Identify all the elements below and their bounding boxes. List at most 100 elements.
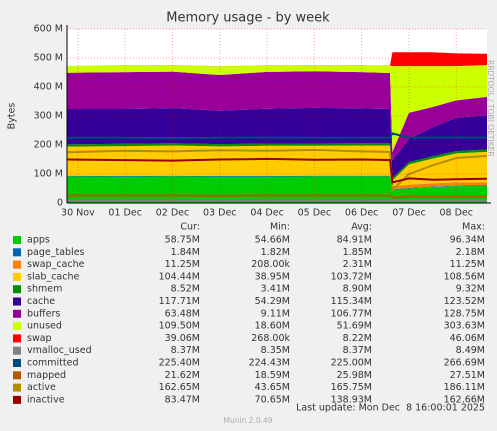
legend-avg: 8.90M — [343, 284, 372, 295]
legend-label: active — [27, 382, 56, 393]
legend-swatch — [13, 260, 21, 269]
legend-avg: 138.93M — [331, 394, 372, 405]
legend-cur: 117.71M — [159, 296, 200, 307]
legend-cur: 104.44M — [159, 271, 200, 282]
legend-label: shmem — [27, 284, 62, 295]
legend-avg: 84.91M — [337, 235, 372, 246]
legend-min: 3.41M — [261, 284, 290, 295]
x-tick-label: 03 Dec — [203, 208, 237, 219]
legend-max: 108.56M — [444, 271, 485, 282]
header: Avg: — [351, 222, 372, 233]
legend-swatch — [13, 248, 21, 257]
legend-label: unused — [27, 321, 62, 332]
area — [67, 52, 487, 67]
x-tick-label: 05 Dec — [298, 208, 332, 219]
y-tick-label: 500 M — [34, 53, 63, 64]
legend-cur: 1.84M — [171, 247, 200, 258]
chart-title: Memory usage - by week — [166, 11, 330, 26]
legend-cur: 11.25M — [165, 259, 200, 270]
legend-max: 186.11M — [444, 382, 485, 393]
area — [67, 145, 487, 187]
legend-cur: 162.65M — [159, 382, 200, 393]
legend-max: 8.49M — [456, 345, 485, 356]
legend-cur: 83.47M — [165, 394, 200, 405]
legend-avg: 25.98M — [337, 370, 372, 381]
legend-min: 70.65M — [255, 394, 290, 405]
legend-min: 43.65M — [255, 382, 290, 393]
y-tick-label: 300 M — [34, 111, 63, 122]
legend-cur: 225.40M — [159, 358, 200, 369]
y-axis-label: Bytes — [7, 103, 18, 130]
header: Max: — [462, 222, 485, 233]
legend-label: vmalloc_used — [27, 345, 92, 356]
legend-min: 224.43M — [249, 358, 290, 369]
line — [66, 148, 488, 193]
legend-swatch — [13, 371, 21, 380]
legend-avg: 165.75M — [331, 382, 372, 393]
y-tick-label: 400 M — [34, 82, 63, 93]
y-tick-label: 200 M — [34, 140, 63, 151]
legend-min: 18.60M — [255, 321, 290, 332]
legend-cur: 39.06M — [165, 333, 200, 344]
legend-label: buffers — [27, 308, 60, 319]
area — [67, 64, 487, 152]
legend-min: 268.00k — [251, 333, 290, 344]
legend-swatch — [13, 346, 21, 355]
legend-max: 266.69M — [444, 358, 485, 369]
x-tick-label: 02 Dec — [156, 208, 190, 219]
legend-min: 8.35M — [261, 345, 290, 356]
legend-max: 162.66M — [444, 394, 485, 405]
legend-avg: 1.85M — [343, 247, 372, 258]
legend-avg: 8.37M — [343, 345, 372, 356]
header: Min: — [270, 222, 290, 233]
legend-label: inactive — [27, 394, 65, 405]
legend-swatch — [13, 383, 21, 392]
legend-min: 1.82M — [261, 247, 290, 258]
legend-cur: 21.62M — [165, 370, 200, 381]
legend-swatch — [13, 309, 21, 318]
legend-label: slab_cache — [27, 271, 79, 282]
legend-avg: 8.22M — [343, 333, 372, 344]
legend-max: 128.75M — [444, 308, 485, 319]
legend-label: mapped — [27, 370, 66, 381]
y-tick-label: 0 — [57, 198, 63, 209]
legend-min: 18.59M — [255, 370, 290, 381]
legend-swatch — [13, 395, 21, 404]
legend-max: 2.18M — [456, 247, 485, 258]
legend-label: swap_cache — [27, 259, 85, 270]
legend-swatch — [13, 297, 21, 306]
x-tick-label: 06 Dec — [345, 208, 379, 219]
legend-swatch — [13, 334, 21, 343]
x-tick-label: 04 Dec — [250, 208, 284, 219]
legend-min: 9.11M — [261, 308, 290, 319]
legend-swatch — [13, 236, 21, 244]
legend-max: 96.34M — [450, 235, 485, 246]
legend-swatch — [13, 322, 21, 331]
line — [66, 157, 488, 184]
x-tick-label: 07 Dec — [392, 208, 426, 219]
legend-label: apps — [27, 235, 50, 246]
legend-max: 27.51M — [450, 370, 485, 381]
legend-cur: 63.48M — [165, 308, 200, 319]
legend-min: 38.95M — [255, 271, 290, 282]
area — [67, 71, 487, 161]
legend-label: committed — [27, 358, 79, 369]
area — [67, 107, 487, 179]
legend-avg: 106.77M — [331, 308, 372, 319]
y-tick-label: 600 M — [34, 24, 63, 35]
y-tick-label: 100 M — [34, 169, 63, 180]
x-tick-label: 01 Dec — [108, 208, 142, 219]
legend-avg: 225.00M — [331, 358, 372, 369]
legend-cur: 8.37M — [171, 345, 200, 356]
legend-min: 54.66M — [255, 235, 290, 246]
line — [67, 194, 488, 199]
legend-cur: 109.50M — [159, 321, 200, 332]
version: Munin 2.0.49 — [223, 416, 272, 425]
legend-swatch — [13, 272, 21, 281]
legend-avg: 115.34M — [331, 296, 372, 307]
legend-max: 46.06M — [450, 333, 485, 344]
legend-cur: 58.75M — [165, 235, 200, 246]
header: Cur: — [180, 222, 200, 233]
legend-max: 123.52M — [444, 296, 485, 307]
